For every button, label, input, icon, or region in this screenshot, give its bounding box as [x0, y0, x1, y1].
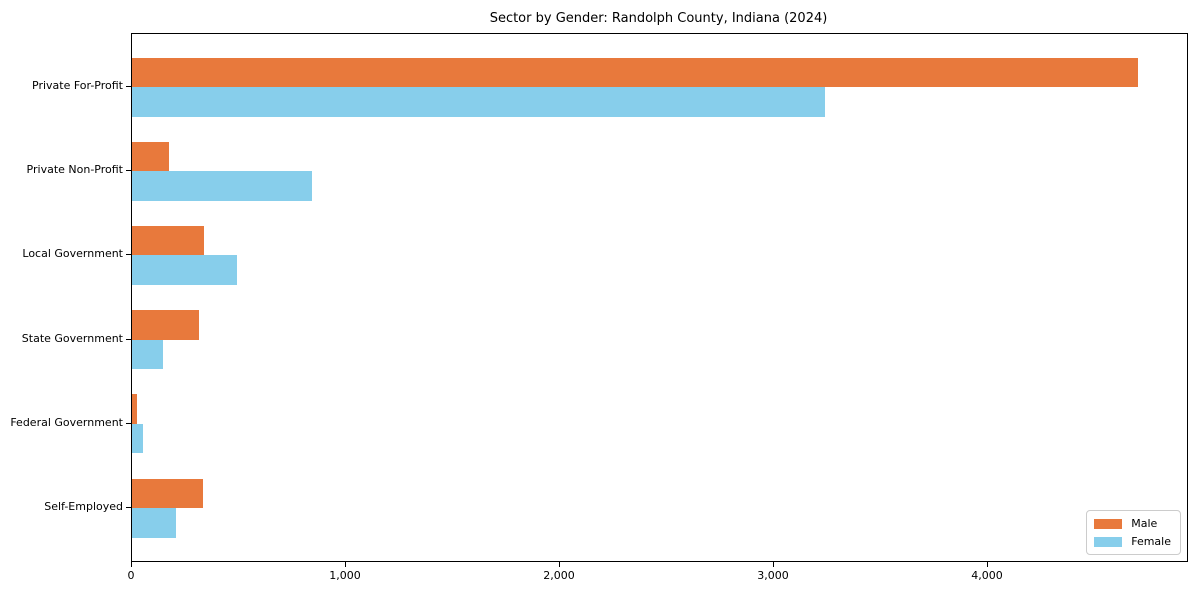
x-tick-label: 3,000 [757, 569, 789, 582]
x-tick-label: 4,000 [971, 569, 1003, 582]
male-bar-state-government [132, 310, 200, 340]
y-axis-label-private-for-profit: Private For-Profit [32, 79, 123, 92]
y-axis-label-state-government: State Government [21, 331, 123, 345]
y-tick [126, 254, 131, 256]
y-tick [126, 422, 131, 424]
female-bar-state-government [132, 339, 163, 370]
x-tick-label: 1,000 [329, 569, 361, 582]
legend-entry-male: Male [1094, 517, 1171, 530]
chart-title: Sector by Gender: Randolph County, India… [489, 11, 828, 26]
female-bar-local-government [132, 255, 237, 285]
x-tick [986, 562, 988, 567]
y-tick [126, 170, 131, 172]
x-tick [772, 562, 774, 567]
y-tick [126, 338, 131, 340]
x-tick-label: 0 [127, 569, 135, 582]
female-bar-self-employed [132, 508, 176, 538]
y-tick [126, 507, 131, 508]
male-bar-local-government [132, 225, 204, 256]
y-tick [126, 86, 131, 87]
male-bar-federal-government [132, 394, 138, 424]
x-tick [344, 562, 346, 567]
male-swatch-icon [1094, 518, 1123, 529]
female-bar-private-for-profit [132, 87, 826, 117]
x-tick [131, 562, 132, 567]
female-swatch-icon [1094, 536, 1123, 547]
male-bar-private-non-profit [132, 141, 170, 172]
y-axis-label-local-government: Local Government [22, 247, 123, 261]
legend: Male Female [1086, 510, 1181, 555]
y-axis-label-private-non-profit: Private Non-Profit [26, 163, 123, 177]
legend-entry-female: Female [1094, 535, 1171, 548]
y-axis-label-federal-government: Federal Government [10, 415, 123, 429]
legend-label-male: Male [1131, 517, 1158, 530]
female-bar-federal-government [132, 423, 143, 454]
legend-label-female: Female [1131, 535, 1171, 548]
female-bar-private-non-profit [132, 171, 312, 201]
male-bar-private-for-profit [132, 57, 1138, 87]
y-axis-label-self-employed: Self-Employed [44, 500, 123, 513]
plot-area: Male Female [131, 33, 1188, 562]
x-tick-label: 2,000 [543, 569, 575, 582]
male-bar-self-employed [132, 478, 203, 508]
x-tick [558, 562, 560, 567]
